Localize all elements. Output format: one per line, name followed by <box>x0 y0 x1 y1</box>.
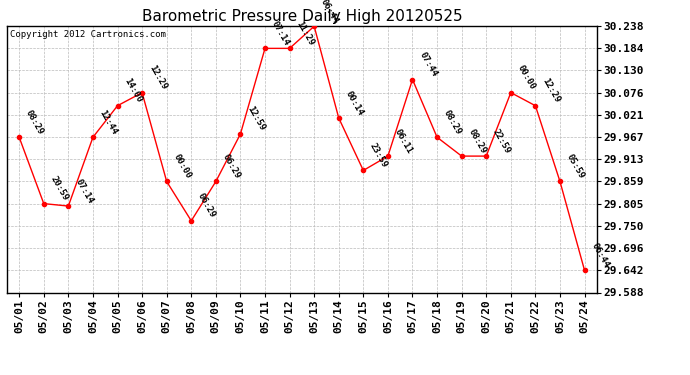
Text: 22:59: 22:59 <box>491 127 513 155</box>
Text: 07:14: 07:14 <box>73 177 95 205</box>
Text: 00:14: 00:14 <box>344 89 365 117</box>
Text: 06:29: 06:29 <box>221 153 242 180</box>
Text: 06:44: 06:44 <box>589 242 611 269</box>
Text: 12:44: 12:44 <box>98 108 119 136</box>
Text: 14:00: 14:00 <box>122 77 144 105</box>
Text: 11:29: 11:29 <box>295 20 316 47</box>
Text: 05:59: 05:59 <box>565 153 586 180</box>
Text: Copyright 2012 Cartronics.com: Copyright 2012 Cartronics.com <box>10 30 166 39</box>
Text: 12:29: 12:29 <box>147 64 168 92</box>
Text: 00:00: 00:00 <box>172 153 193 180</box>
Text: 20:59: 20:59 <box>49 175 70 202</box>
Title: Barometric Pressure Daily High 20120525: Barometric Pressure Daily High 20120525 <box>141 9 462 24</box>
Text: 06:44: 06:44 <box>319 0 340 25</box>
Text: 00:00: 00:00 <box>515 64 537 92</box>
Text: 06:11: 06:11 <box>393 127 414 155</box>
Text: 08:29: 08:29 <box>24 108 46 136</box>
Text: 08:29: 08:29 <box>466 127 488 155</box>
Text: 23:59: 23:59 <box>368 141 389 169</box>
Text: 12:29: 12:29 <box>540 77 562 105</box>
Text: 07:14: 07:14 <box>270 20 291 47</box>
Text: 08:29: 08:29 <box>442 108 463 136</box>
Text: 12:59: 12:59 <box>246 105 266 133</box>
Text: 07:44: 07:44 <box>417 51 439 78</box>
Text: 06:29: 06:29 <box>196 192 217 220</box>
